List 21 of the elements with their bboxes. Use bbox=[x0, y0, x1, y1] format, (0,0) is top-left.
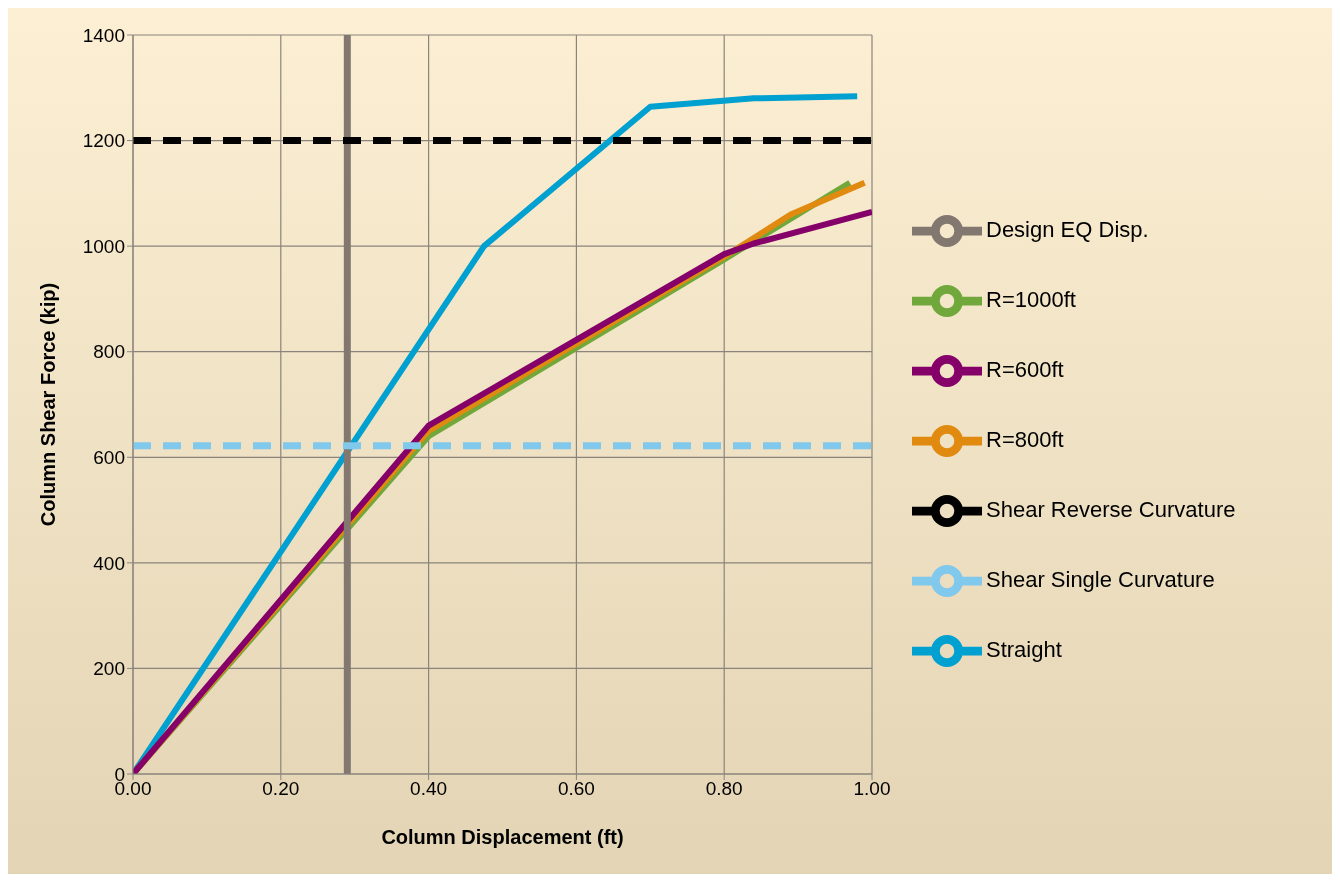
x-tick-label: 1.00 bbox=[853, 778, 891, 800]
legend-label: Shear Single Curvature bbox=[986, 566, 1215, 592]
y-tick-label: 1000 bbox=[82, 235, 125, 257]
y-tick-label: 1200 bbox=[82, 130, 125, 152]
y-axis-title: Column Shear Force (kip) bbox=[37, 282, 60, 527]
x-tick-label: 0.40 bbox=[410, 778, 448, 800]
x-tick-label: 0.60 bbox=[557, 778, 595, 800]
x-tick-label: 0.20 bbox=[262, 778, 300, 800]
legend-label: Straight bbox=[986, 636, 1062, 662]
y-tick-label: 400 bbox=[93, 552, 125, 574]
x-axis-title: Column Displacement (ft) bbox=[381, 826, 624, 848]
legend-label: R=800ft bbox=[986, 426, 1064, 452]
y-tick-label: 600 bbox=[93, 447, 125, 469]
y-tick-label: 200 bbox=[93, 658, 125, 680]
legend-label: R=1000ft bbox=[986, 286, 1076, 312]
y-tick-label: 1400 bbox=[82, 24, 125, 46]
y-tick-label: 800 bbox=[93, 341, 125, 363]
legend-label: Shear Reverse Curvature bbox=[986, 496, 1236, 522]
x-tick-label: 0.80 bbox=[705, 778, 743, 800]
legend-label: R=600ft bbox=[986, 356, 1064, 382]
legend-label: Design EQ Disp. bbox=[986, 216, 1149, 242]
